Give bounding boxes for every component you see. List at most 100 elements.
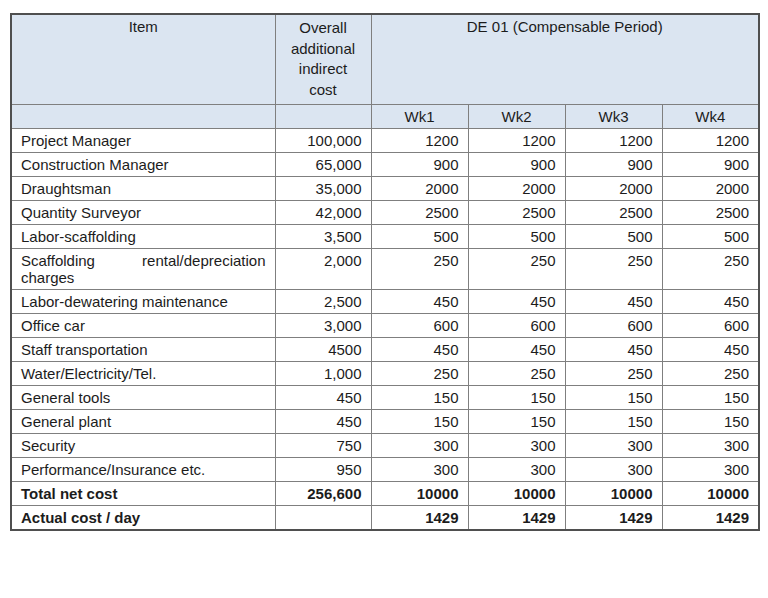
week-value-cell: 300: [468, 433, 565, 457]
week-value-cell: 600: [468, 313, 565, 337]
week-value-cell: 450: [662, 289, 759, 313]
table-row: Scaffolding rental/depreciation charges2…: [11, 248, 759, 289]
table-row: Security750300300300300: [11, 433, 759, 457]
week-value-cell: 1200: [468, 128, 565, 152]
week-value-cell: 500: [371, 224, 468, 248]
table-row: Construction Manager65,000900900900900: [11, 152, 759, 176]
actual-cost-per-day-row: Actual cost / day 1429 1429 1429 1429: [11, 505, 759, 530]
week-value-cell: 900: [468, 152, 565, 176]
week-value-cell: 150: [371, 409, 468, 433]
week-value-cell: 150: [565, 385, 662, 409]
week-value-cell: 300: [468, 457, 565, 481]
week-value-cell: 450: [662, 337, 759, 361]
overall-cost-cell: 2,500: [275, 289, 371, 313]
actual-overall-cost: [275, 505, 371, 530]
week-value-cell: 450: [468, 337, 565, 361]
overall-cost-cell: 950: [275, 457, 371, 481]
table-row: Water/Electricity/Tel.1,000250250250250: [11, 361, 759, 385]
week-value-cell: 250: [371, 361, 468, 385]
week-value-cell: 450: [565, 289, 662, 313]
table-row: General tools450150150150150: [11, 385, 759, 409]
overall-cost-cell: 2,000: [275, 248, 371, 289]
week-value-cell: 500: [468, 224, 565, 248]
total-overall-cost: 256,600: [275, 481, 371, 505]
cost-table: Item Overall additional indirect cost DE…: [10, 13, 760, 531]
overall-cost-cell: 450: [275, 385, 371, 409]
week-value-cell: 150: [468, 385, 565, 409]
week-value-cell: 900: [565, 152, 662, 176]
total-net-cost-row: Total net cost 256,600 10000 10000 10000…: [11, 481, 759, 505]
week-value-cell: 900: [371, 152, 468, 176]
item-cell: General plant: [11, 409, 275, 433]
overall-cost-cell: 4500: [275, 337, 371, 361]
overall-cost-cell: 1,000: [275, 361, 371, 385]
table-row: General plant450150150150150: [11, 409, 759, 433]
actual-wk2: 1429: [468, 505, 565, 530]
table-header-row: Item Overall additional indirect cost DE…: [11, 14, 759, 104]
total-wk3: 10000: [565, 481, 662, 505]
week-value-cell: 600: [371, 313, 468, 337]
week-value-cell: 2500: [662, 200, 759, 224]
overall-cost-cell: 3,500: [275, 224, 371, 248]
actual-wk1: 1429: [371, 505, 468, 530]
week-value-cell: 300: [565, 457, 662, 481]
overall-cost-cell: 42,000: [275, 200, 371, 224]
item-cell: Performance/Insurance etc.: [11, 457, 275, 481]
overall-cost-cell: 65,000: [275, 152, 371, 176]
overall-cost-cell: 3,000: [275, 313, 371, 337]
week-value-cell: 2500: [371, 200, 468, 224]
week-value-cell: 300: [565, 433, 662, 457]
week-value-cell: 250: [468, 361, 565, 385]
week-value-cell: 250: [662, 361, 759, 385]
overall-cost-cell: 750: [275, 433, 371, 457]
actual-wk3: 1429: [565, 505, 662, 530]
table-row: Office car3,000600600600600: [11, 313, 759, 337]
column-header-wk3: Wk3: [565, 104, 662, 128]
week-value-cell: 450: [468, 289, 565, 313]
week-value-cell: 500: [662, 224, 759, 248]
week-value-cell: 450: [371, 289, 468, 313]
item-cell: Construction Manager: [11, 152, 275, 176]
week-value-cell: 450: [565, 337, 662, 361]
overall-cost-cell: 35,000: [275, 176, 371, 200]
table-row: Labor-dewatering maintenance2,5004504504…: [11, 289, 759, 313]
week-value-cell: 1200: [662, 128, 759, 152]
table-row: Quantity Surveyor42,0002500250025002500: [11, 200, 759, 224]
week-value-cell: 300: [371, 433, 468, 457]
column-header-wk2: Wk2: [468, 104, 565, 128]
item-cell: Water/Electricity/Tel.: [11, 361, 275, 385]
item-cell: Quantity Surveyor: [11, 200, 275, 224]
week-value-cell: 150: [468, 409, 565, 433]
week-value-cell: 250: [565, 248, 662, 289]
week-value-cell: 600: [565, 313, 662, 337]
item-cell: Scaffolding rental/depreciation charges: [11, 248, 275, 289]
week-value-cell: 300: [371, 457, 468, 481]
week-value-cell: 500: [565, 224, 662, 248]
item-cell: Labor-dewatering maintenance: [11, 289, 275, 313]
item-cell: Security: [11, 433, 275, 457]
table-row: Project Manager100,0001200120012001200: [11, 128, 759, 152]
week-value-cell: 150: [565, 409, 662, 433]
table-row: Draughtsman35,0002000200020002000: [11, 176, 759, 200]
page: Item Overall additional indirect cost DE…: [0, 0, 768, 598]
week-value-cell: 150: [662, 385, 759, 409]
total-label: Total net cost: [11, 481, 275, 505]
week-value-cell: 450: [371, 337, 468, 361]
total-wk1: 10000: [371, 481, 468, 505]
week-value-cell: 2000: [371, 176, 468, 200]
item-cell: Draughtsman: [11, 176, 275, 200]
item-cell: Staff transportation: [11, 337, 275, 361]
column-header-de01: DE 01 (Compensable Period): [371, 14, 759, 104]
subheader-empty-overall: [275, 104, 371, 128]
week-value-cell: 300: [662, 457, 759, 481]
week-value-cell: 300: [662, 433, 759, 457]
column-header-item: Item: [11, 14, 275, 104]
week-value-cell: 250: [565, 361, 662, 385]
week-value-cell: 2000: [468, 176, 565, 200]
week-value-cell: 1200: [371, 128, 468, 152]
actual-cost-label: Actual cost / day: [11, 505, 275, 530]
column-header-overall-cost: Overall additional indirect cost: [275, 14, 371, 104]
total-wk4: 10000: [662, 481, 759, 505]
table-row: Labor-scaffolding3,500500500500500: [11, 224, 759, 248]
item-cell: Project Manager: [11, 128, 275, 152]
